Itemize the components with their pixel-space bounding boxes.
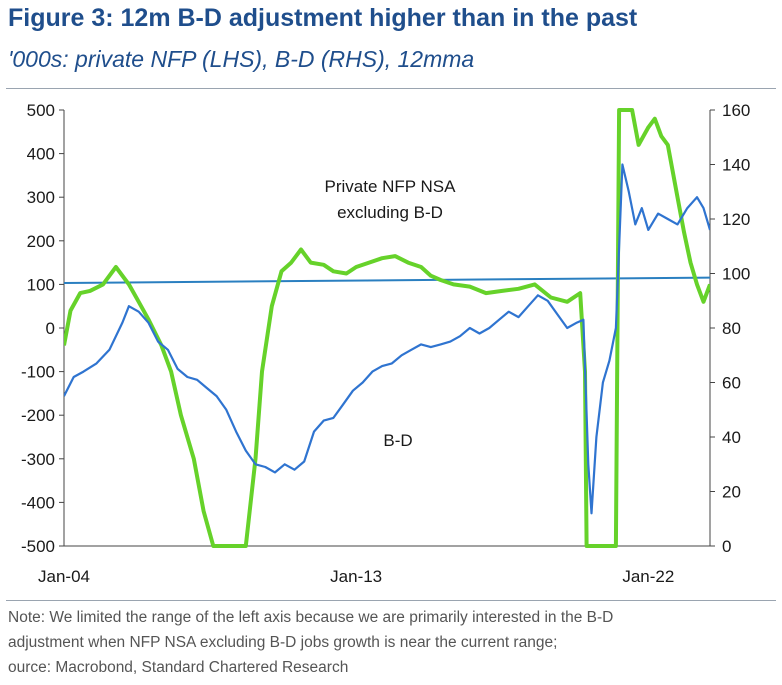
left-tick-label: 200 [27, 232, 55, 251]
right-tick-label: 0 [722, 537, 731, 556]
right-tick-label: 140 [722, 156, 750, 175]
left-tick-label: -500 [21, 537, 55, 556]
x-tick-label: Jan-04 [38, 567, 90, 586]
left-tick-label: -400 [21, 493, 55, 512]
right-tick-label: 20 [722, 483, 741, 502]
bd-label: B-D [383, 431, 412, 450]
right-tick-label: 100 [722, 265, 750, 284]
nfp-series-line [64, 108, 710, 548]
footnote-line-2: adjustment when NFP NSA excluding B-D jo… [8, 634, 558, 651]
left-tick-label: 300 [27, 188, 55, 207]
bottom-divider [6, 600, 776, 601]
right-tick-label: 40 [722, 428, 741, 447]
nfp-label-line-1: Private NFP NSA [324, 177, 456, 196]
right-tick-label: 160 [722, 101, 750, 120]
x-tick-label: Jan-22 [622, 567, 674, 586]
left-tick-label: -100 [21, 363, 55, 382]
top-divider [6, 88, 776, 89]
reference-line [63, 276, 711, 285]
right-tick-label: 120 [722, 210, 750, 229]
chart-title: Figure 3: 12m B-D adjustment higher than… [8, 4, 638, 32]
bd-series-line [64, 163, 710, 515]
right-axis-ticks: 0 20 40 60 80 100 120 140 160 [710, 101, 750, 556]
left-tick-label: -200 [21, 406, 55, 425]
left-tick-label: 500 [27, 101, 55, 120]
series-layer [63, 108, 711, 548]
left-tick-label: 100 [27, 275, 55, 294]
right-tick-label: 80 [722, 319, 741, 338]
axes [63, 110, 711, 547]
annotations: Private NFP NSA excluding B-D B-D [324, 177, 456, 450]
left-tick-label: -300 [21, 450, 55, 469]
left-axis-ticks: -500 -400 -300 -200 -100 0 100 200 300 400 500 [21, 101, 64, 556]
line-chart: -500 -400 -300 -200 -100 0 100 200 300 400 500 0 20… [21, 101, 750, 586]
footnote-line-1: Note: We limited the range of the left a… [8, 609, 614, 626]
footnote-line-3: ource: Macrobond, Standard Chartered Res… [8, 659, 349, 676]
left-tick-label: 0 [46, 319, 55, 338]
right-tick-label: 60 [722, 374, 741, 393]
left-tick-label: 400 [27, 145, 55, 164]
x-axis-ticks: Jan-04 Jan-13 Jan-22 [38, 567, 674, 586]
chart-subtitle: '000s: private NFP (LHS), B-D (RHS), 12m… [8, 46, 475, 72]
x-tick-label: Jan-13 [330, 567, 382, 586]
nfp-label-line-2: excluding B-D [337, 203, 443, 222]
